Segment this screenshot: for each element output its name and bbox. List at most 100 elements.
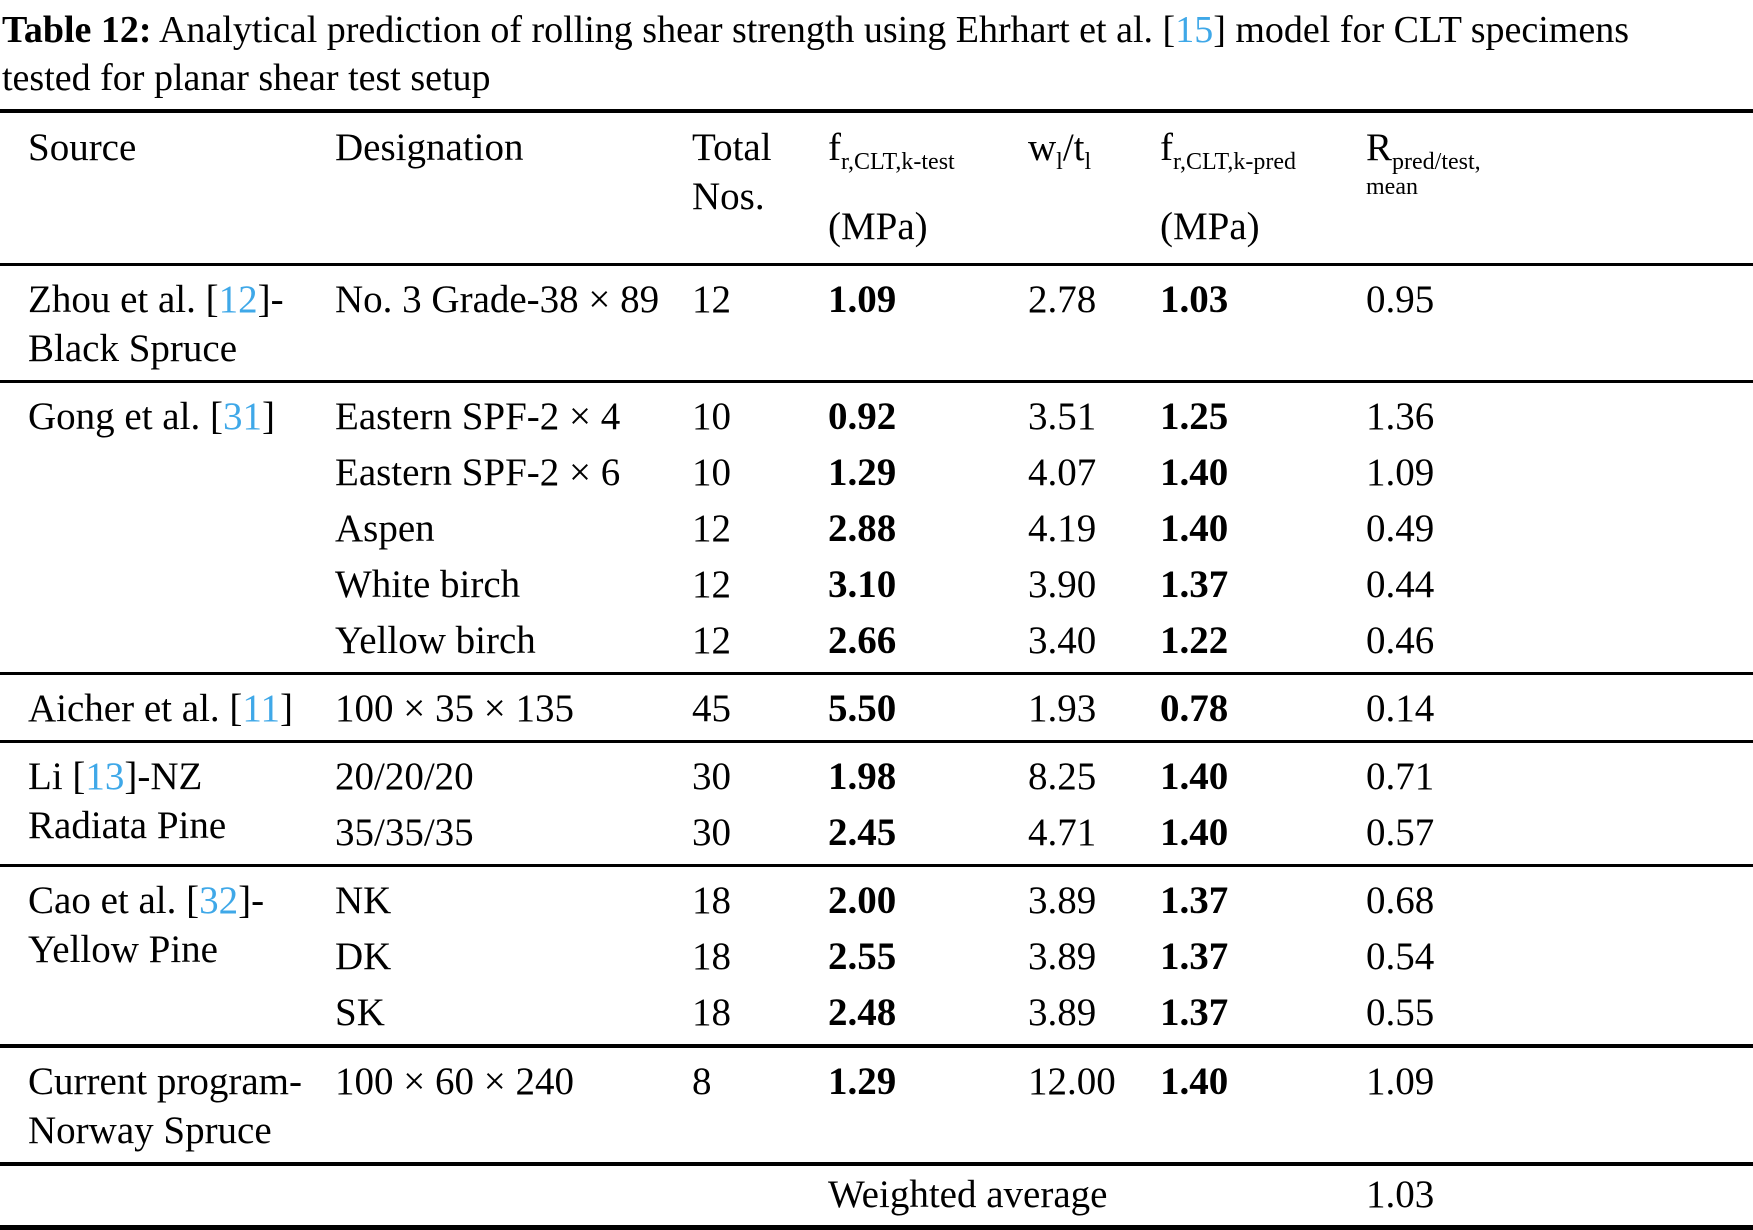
ratio-cell: 0.55 — [1366, 991, 1435, 1034]
source-cell-empty — [0, 1162, 335, 1228]
f-pred-unit: (MPa) — [1160, 205, 1260, 248]
source-cell-gong: Gong et al. [31] — [0, 380, 335, 674]
designation-cell: Aspen — [335, 507, 435, 550]
caption-line-2: tested for planar shear test setup — [2, 57, 491, 99]
table-row: White birch 12 3.10 3.90 1.37 0.44 — [0, 556, 1753, 612]
f-test-cell: 1.98 — [828, 740, 1028, 804]
f-test-cell: 2.66 — [828, 619, 897, 662]
total-cell: 12 — [692, 507, 731, 550]
f-pred-cell: 1.37 — [1160, 991, 1229, 1034]
source-line2: Norway Spruce — [28, 1109, 272, 1152]
col-header-f-pred: fr,CLT,k-pred (MPa) — [1160, 111, 1366, 265]
designation-cell: SK — [335, 991, 385, 1034]
designation-cell: DK — [335, 935, 392, 978]
f-test-cell: 2.55 — [828, 935, 897, 978]
ratio-cell: 0.95 — [1366, 263, 1753, 382]
citation-ref-15[interactable]: 15 — [1175, 9, 1214, 51]
designation-cell: No. 3 Grade-38 × 89 — [335, 263, 692, 382]
caption-text-after-ref: ] model for CLT specimens — [1213, 9, 1630, 51]
wt-cell: 3.40 — [1028, 619, 1097, 662]
source-cell-current-program: Current program- Norway Spruce — [0, 1044, 335, 1164]
wt-cell: 4.07 — [1028, 451, 1097, 494]
citation-ref-31[interactable]: 31 — [222, 395, 262, 438]
f-test-unit: (MPa) — [828, 205, 928, 248]
table-row: 35/35/35 30 2.45 4.71 1.40 0.57 — [0, 804, 1753, 866]
ratio-cell: 0.57 — [1366, 811, 1435, 854]
source-line2: Black Spruce — [28, 327, 238, 370]
f-pred-cell: 1.40 — [1160, 1044, 1366, 1164]
f-pred-cell-empty — [1160, 1162, 1366, 1228]
weighted-average-row: Weighted average 1.03 — [0, 1162, 1753, 1228]
wt-cell: 4.71 — [1028, 811, 1097, 854]
f-pred-cell: 1.37 — [1160, 935, 1229, 978]
total-cell: 8 — [692, 1044, 828, 1164]
total-cell: 10 — [692, 380, 828, 444]
wt-cell: 4.19 — [1028, 507, 1097, 550]
ratio-cell: 0.44 — [1366, 563, 1435, 606]
f-test-cell: 2.88 — [828, 507, 897, 550]
ratio-subscript: pred/test, — [1392, 149, 1481, 175]
f-pred-cell: 1.37 — [1160, 563, 1229, 606]
f-test-cell: 2.45 — [828, 811, 897, 854]
f-test-cell: 3.10 — [828, 563, 897, 606]
ratio-cell: 0.54 — [1366, 935, 1435, 978]
col-header-f-test: fr,CLT,k-test (MPa) — [828, 111, 1028, 265]
citation-ref-32[interactable]: 32 — [199, 879, 239, 922]
citation-ref-11[interactable]: 11 — [242, 687, 280, 730]
wt-cell: 3.51 — [1028, 380, 1160, 444]
source-cell-zhou: Zhou et al. [12]- Black Spruce — [0, 263, 335, 382]
source-line2: Radiata Pine — [28, 804, 227, 847]
total-cell: 10 — [692, 451, 731, 494]
total-cell: 18 — [692, 864, 828, 928]
col-header-ratio: Rpred/test, mean — [1366, 111, 1753, 265]
f-pred-cell: 1.40 — [1160, 507, 1229, 550]
citation-ref-13[interactable]: 13 — [85, 755, 125, 798]
ratio-cell: 1.03 — [1366, 1162, 1753, 1228]
table-row: Aspen 12 2.88 4.19 1.40 0.49 — [0, 500, 1753, 556]
f-test-cell: 0.92 — [828, 380, 1028, 444]
f-test-cell: 1.29 — [828, 1044, 1028, 1164]
t-subscript: l — [1084, 149, 1092, 175]
designation-cell: NK — [335, 864, 692, 928]
f-test-cell: 2.48 — [828, 991, 897, 1034]
designation-cell: 100 × 60 × 240 — [335, 1044, 692, 1164]
f-pred-symbol: fr,CLT,k-pred — [1160, 126, 1297, 175]
ratio-cell: 1.09 — [1366, 451, 1435, 494]
table-row: SK 18 2.48 3.89 1.37 0.55 — [0, 984, 1753, 1046]
caption-line-1: Table 12: Analytical prediction of rolli… — [2, 6, 1751, 54]
col-header-wl-tl: wl/tl — [1028, 126, 1092, 175]
citation-ref-12[interactable]: 12 — [218, 278, 258, 321]
table-row: Aicher et al. [11] 100 × 35 × 135 45 5.5… — [0, 672, 1753, 742]
ratio-cell: 0.49 — [1366, 507, 1435, 550]
f-test-symbol: fr,CLT,k-test — [828, 126, 955, 175]
table-row: Zhou et al. [12]- Black Spruce No. 3 Grad… — [0, 263, 1753, 382]
col-header-total-nos: Total Nos. — [692, 126, 772, 218]
wt-cell: 8.25 — [1028, 740, 1160, 804]
table-row: Current program- Norway Spruce 100 × 60 ×… — [0, 1044, 1753, 1164]
f-pred-cell: 0.78 — [1160, 672, 1366, 742]
f-pred-cell: 1.40 — [1160, 451, 1229, 494]
wt-cell: 1.93 — [1028, 672, 1160, 742]
wt-cell: 3.89 — [1028, 991, 1097, 1034]
ratio-subscript-mean: mean — [1366, 174, 1418, 200]
ratio-cell: 0.46 — [1366, 619, 1435, 662]
wt-cell: 3.89 — [1028, 864, 1160, 928]
source-line2: Yellow Pine — [28, 928, 218, 971]
designation-cell: 20/20/20 — [335, 740, 692, 804]
wt-cell: 3.90 — [1028, 563, 1097, 606]
f-test-cell: 1.09 — [828, 263, 1028, 382]
total-cell-empty — [692, 1162, 828, 1228]
designation-cell: 100 × 35 × 135 — [335, 672, 692, 742]
wt-cell: 3.89 — [1028, 935, 1097, 978]
f-test-subscript: r,CLT,k-test — [841, 149, 955, 175]
wt-cell: 2.78 — [1028, 263, 1160, 382]
source-cell-li: Li [13]-NZ Radiata Pine — [0, 740, 335, 866]
table-row: Li [13]-NZ Radiata Pine 20/20/20 30 1.98 … — [0, 740, 1753, 866]
total-cell: 45 — [692, 672, 828, 742]
designation-cell: White birch — [335, 563, 521, 606]
f-pred-cell: 1.37 — [1160, 864, 1366, 928]
table-caption: Table 12: Analytical prediction of rolli… — [0, 0, 1753, 102]
designation-cell: Eastern SPF-2 × 6 — [335, 451, 621, 494]
total-cell: 30 — [692, 811, 731, 854]
col-header-source: Source — [28, 126, 137, 169]
